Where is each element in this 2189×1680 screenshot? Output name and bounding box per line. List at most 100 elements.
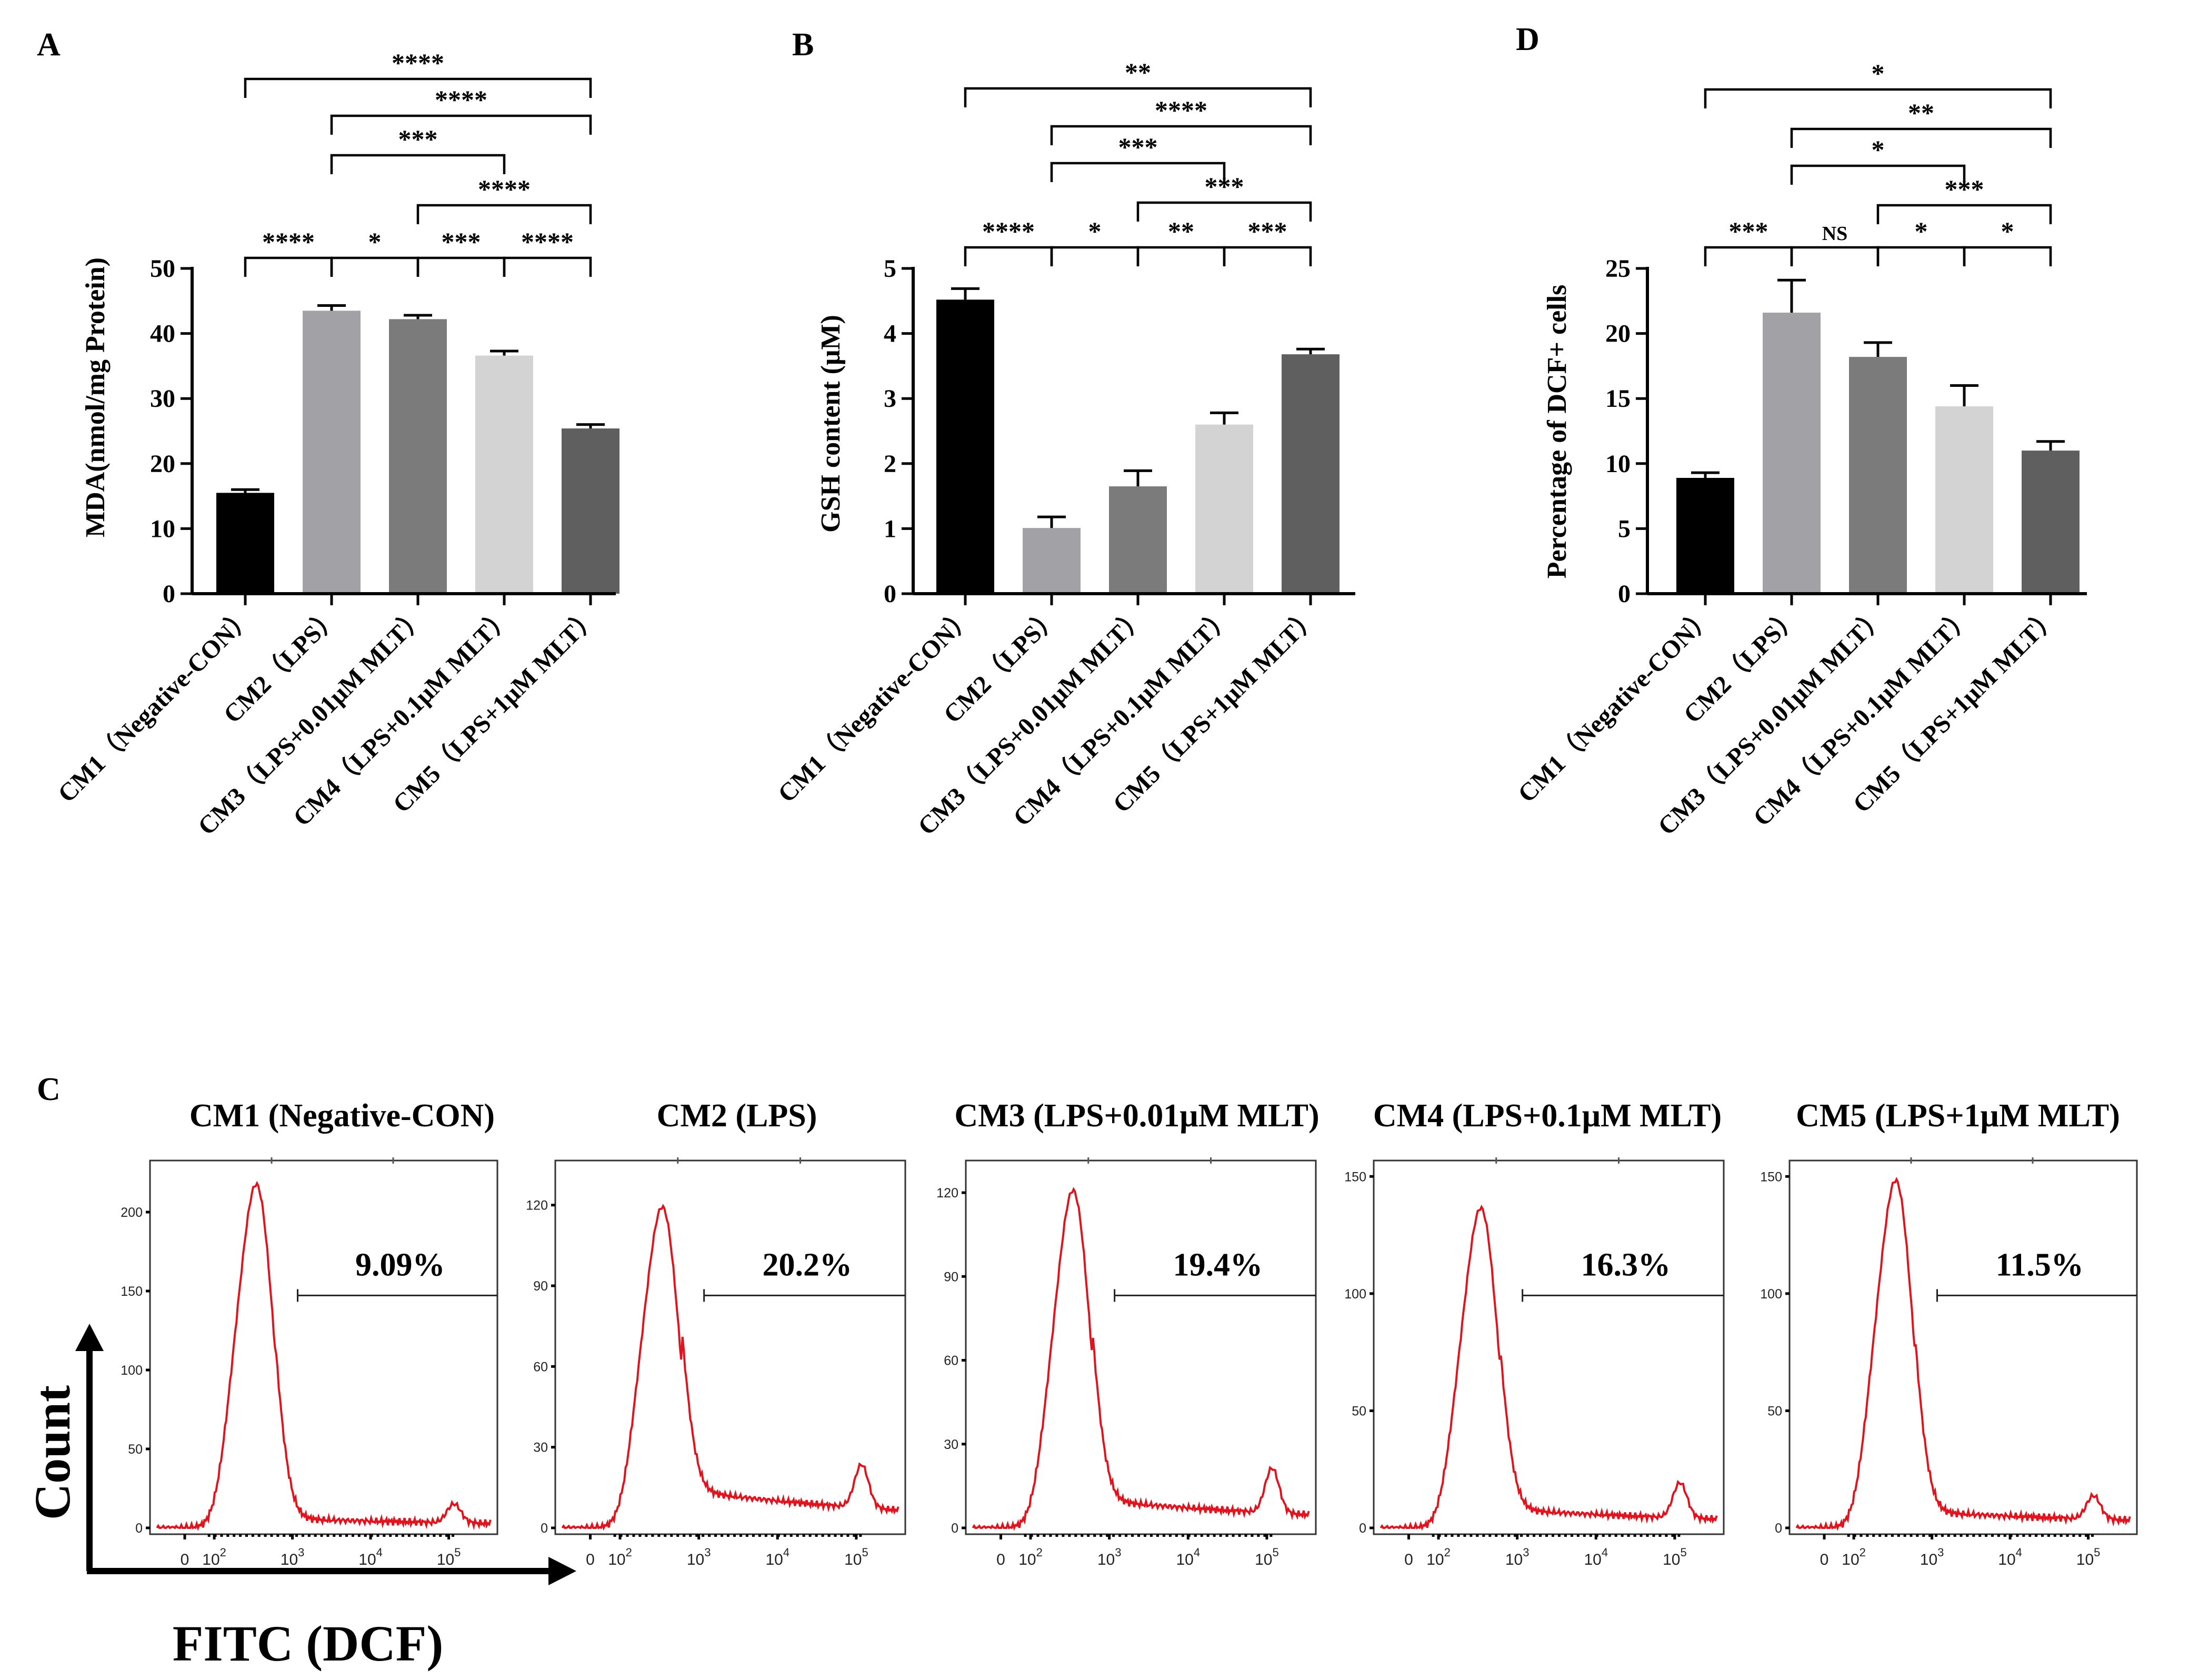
bar <box>1676 477 1734 594</box>
y-tick-label: 25 <box>1605 255 1631 283</box>
significance-bracket <box>964 87 1312 107</box>
y-tick-label: 15 <box>1605 385 1631 413</box>
flow-y-tick-label: 150 <box>1344 1169 1366 1184</box>
significance-bracket <box>244 77 592 98</box>
flow-x-tick-label: 102 <box>202 1546 226 1568</box>
panel-a-letter: A <box>37 27 61 63</box>
flow-x-tick-label: 0 <box>586 1551 595 1568</box>
flow-y-tick-label: 200 <box>121 1205 143 1220</box>
panel-c-letter: C <box>37 1072 61 1107</box>
flow-histogram-curve <box>561 1204 899 1531</box>
significance-bracket <box>1876 204 2052 224</box>
flow-x-tick-label: 0 <box>181 1551 189 1568</box>
y-tick-label: 0 <box>1618 580 1631 608</box>
flow-y-tick-label: 60 <box>944 1354 958 1368</box>
panel-a-axes: 0 10 20 30 40 50 <box>150 255 616 608</box>
y-tick-label: 4 <box>884 320 896 348</box>
panel-b-category-labels: CM1（Negative-CON）CM2（LPS）CM3（LPS+0.01μM … <box>773 602 1324 841</box>
gate-percentage-label: 19.4% <box>1173 1247 1263 1283</box>
flow-y-tick-label: 50 <box>1767 1404 1782 1418</box>
bar <box>216 493 274 594</box>
flow-x-tick-label: 104 <box>1176 1546 1200 1568</box>
flow-y-tick-label: 60 <box>533 1359 548 1374</box>
significance-label: *** <box>1118 132 1158 162</box>
panel-a-significance: **** * *** ******************* <box>244 48 592 277</box>
panel-c-flow-histograms: C CM1 (Negative-CON) 0 50 100 150 200 0 102 103 1… <box>24 1072 2138 1672</box>
panel-b-bars <box>936 299 1340 594</box>
bar <box>1763 313 1821 594</box>
significance-bracket <box>1876 246 1966 266</box>
bar <box>1935 406 1993 594</box>
flow-histogram-curve <box>1380 1204 1718 1531</box>
panel-d-letter: D <box>1516 22 1540 57</box>
flow-x-tick-label: 102 <box>1426 1546 1451 1568</box>
flow-histogram-panels: CM1 (Negative-CON) 0 50 100 150 200 0 102 103 104… <box>121 1098 2138 1568</box>
flow-plot-frame <box>1373 1159 1725 1535</box>
significance-label: ** <box>1168 216 1194 246</box>
panel-b-y-axis-label: GSH content (μM) <box>816 315 846 533</box>
flow-x-tick-label: 104 <box>1584 1546 1608 1568</box>
significance-bracket <box>244 256 333 277</box>
fitc-axis-label: FITC (DCF) <box>173 1615 444 1672</box>
significance-label: * <box>1872 58 1885 88</box>
y-tick-label: 5 <box>884 255 896 283</box>
gate-percentage-label: 16.3% <box>1581 1247 1671 1283</box>
panel-b-letter: B <box>792 27 814 63</box>
flow-y-tick-label: 0 <box>1775 1521 1782 1536</box>
significance-bracket <box>1790 246 1880 266</box>
flow-x-tick-label: 103 <box>1097 1546 1122 1568</box>
bar <box>2022 451 2080 594</box>
flow-x-tick-label: 105 <box>1663 1546 1687 1568</box>
flow-x-tick-label: 103 <box>687 1546 711 1568</box>
flow-y-tick-label: 150 <box>121 1284 143 1299</box>
significance-bracket <box>1050 246 1140 266</box>
significance-bracket <box>1790 164 1966 185</box>
flow-y-tick-label: 0 <box>951 1521 958 1536</box>
significance-label: * <box>1088 216 1102 246</box>
flow-y-tick-label: 150 <box>1760 1169 1782 1184</box>
flow-x-tick-label: 103 <box>1920 1546 1944 1568</box>
bar <box>303 311 361 594</box>
flow-y-tick-label: 90 <box>533 1279 548 1294</box>
y-tick-label: 0 <box>163 580 175 608</box>
panel-d-bars <box>1676 313 2080 594</box>
y-tick-label: 2 <box>884 450 896 478</box>
count-arrow-head <box>75 1324 104 1351</box>
significance-bracket <box>330 114 592 135</box>
flow-y-tick-label: 50 <box>1352 1404 1366 1418</box>
flow-y-tick-label: 50 <box>128 1442 143 1457</box>
flow-histogram-curve <box>972 1187 1310 1531</box>
flow-x-tick-label: 103 <box>281 1546 305 1568</box>
significance-bracket <box>1704 246 1793 266</box>
gate-percentage-label: 11.5% <box>1996 1247 2084 1283</box>
flow-x-tick-label: 102 <box>1018 1546 1043 1568</box>
y-tick-label: 20 <box>1605 320 1631 348</box>
panel-a-bars <box>216 311 619 594</box>
gate-percentage-label: 9.09% <box>355 1247 445 1283</box>
flow-panel-title: CM5 (LPS+1μM MLT) <box>1796 1098 2120 1134</box>
flow-x-tick-label: 105 <box>437 1546 461 1568</box>
y-tick-label: 30 <box>150 385 175 413</box>
flow-plot-frame <box>965 1159 1317 1535</box>
significance-label: **** <box>478 174 531 204</box>
flow-y-tick-label: 100 <box>1344 1287 1366 1302</box>
significance-bracket <box>416 204 592 224</box>
flow-panel-title: CM1 (Negative-CON) <box>189 1098 495 1134</box>
flow-x-tick-label: 104 <box>765 1546 789 1568</box>
y-tick-label: 1 <box>884 515 896 543</box>
panel-d-significance: *** NS * ******** <box>1704 58 2052 266</box>
y-tick-label: 10 <box>1605 450 1631 478</box>
significance-bracket <box>1136 246 1226 266</box>
panel-d-axes: 0 5 10 15 20 25 <box>1605 255 2087 608</box>
significance-label: * <box>1915 216 1928 246</box>
flow-y-tick-label: 100 <box>121 1363 143 1378</box>
significance-bracket <box>1050 162 1226 182</box>
significance-label: *** <box>1729 216 1768 246</box>
y-tick-label: 0 <box>884 580 896 608</box>
bar <box>389 319 447 594</box>
significance-label: * <box>368 227 382 256</box>
flow-x-tick-label: 105 <box>1255 1546 1279 1568</box>
significance-label: **** <box>521 227 574 256</box>
flow-x-tick-label: 103 <box>1505 1546 1530 1568</box>
